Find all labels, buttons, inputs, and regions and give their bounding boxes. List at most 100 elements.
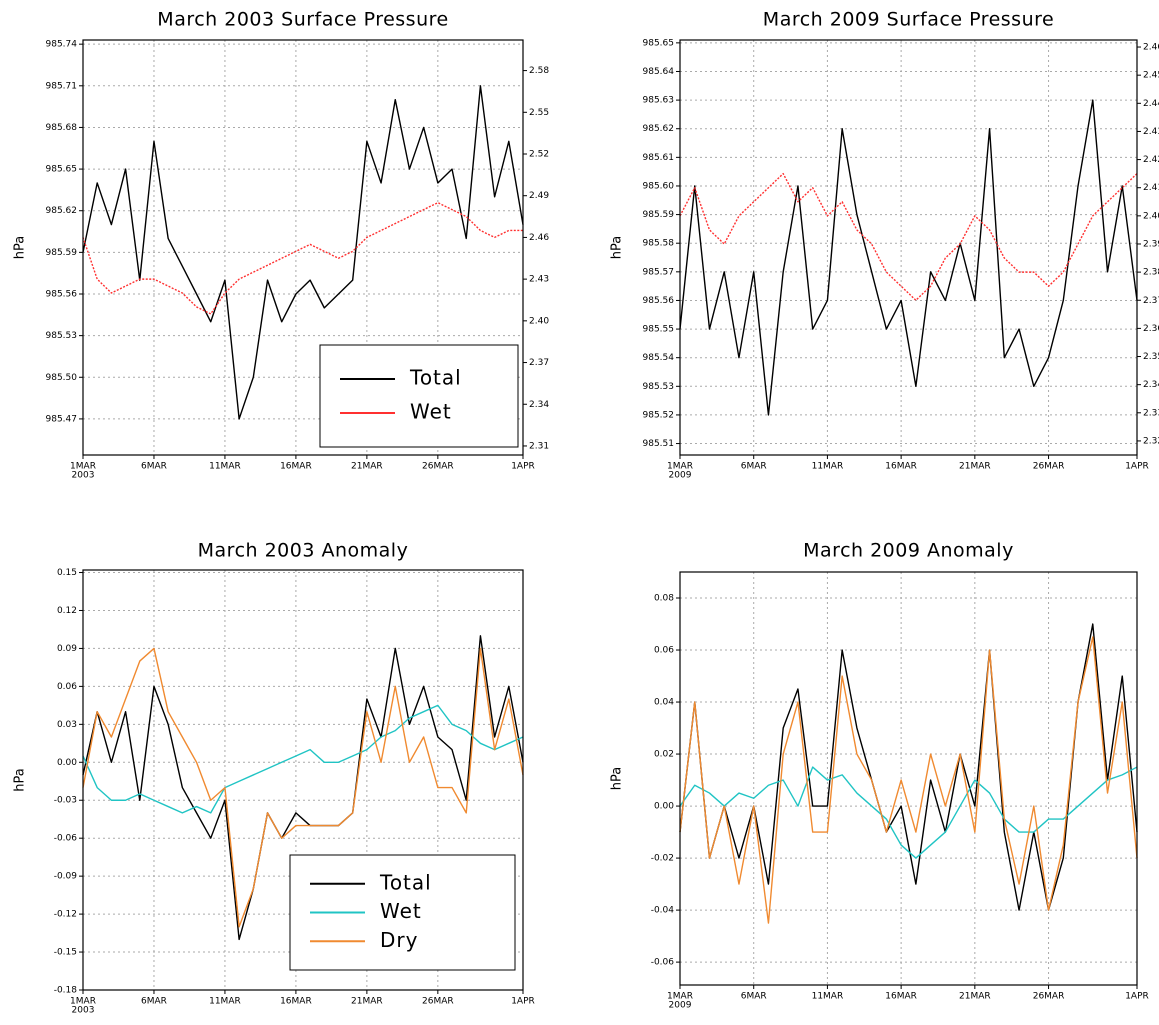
x-tick-label: 6MAR <box>741 462 767 472</box>
x-tick-label: 1APR <box>511 997 535 1007</box>
y2-tick-label: 2.37 <box>1143 296 1159 306</box>
y-tick-label: 0.06 <box>57 682 77 692</box>
x-tick-label: 26MAR <box>1033 462 1065 472</box>
x-tick-label: 26MAR <box>422 462 454 472</box>
x-tick-label: 1APR <box>1125 462 1149 472</box>
x-tick-label: 1APR <box>511 462 535 472</box>
y-tick-label: -0.09 <box>54 872 78 882</box>
x-tick-label: 16MAR <box>280 997 312 1007</box>
y-tick-label: -0.18 <box>54 986 78 996</box>
y-tick-label: 985.71 <box>46 81 78 91</box>
y-axis-label: hPa <box>13 236 28 259</box>
y2-tick-label: 2.37 <box>529 358 549 368</box>
y-tick-label: 0.09 <box>57 644 77 654</box>
series-line <box>679 99 1138 416</box>
y-tick-label: 0.15 <box>57 568 77 578</box>
x-tick-label: 21MAR <box>351 462 383 472</box>
chart-title: March 2003 Anomaly <box>198 540 409 562</box>
y2-tick-label: 2.43 <box>529 275 549 285</box>
chart-title: March 2003 Surface Pressure <box>157 9 448 31</box>
y2-tick-label: 2.34 <box>529 400 549 410</box>
y-tick-label: 985.50 <box>46 373 78 383</box>
legend-label: Wet <box>410 400 452 424</box>
y2-tick-label: 2.36 <box>1143 324 1159 334</box>
y2-tick-label: 2.43 <box>1143 127 1159 137</box>
y-tick-label: 0.12 <box>57 606 77 616</box>
y2-tick-label: 2.45 <box>1143 71 1159 81</box>
x-tick-label: 11MAR <box>209 997 241 1007</box>
y-tick-label: 985.53 <box>46 331 78 341</box>
y-axis-label: hPa <box>610 236 625 259</box>
x-tick-label: 1MAR <box>667 992 693 1002</box>
y-tick-label: 985.47 <box>46 414 78 424</box>
y2-tick-label: 2.32 <box>1143 436 1159 446</box>
y-tick-label: 985.68 <box>46 123 78 133</box>
legend-label: Total <box>379 870 432 894</box>
x-tick-label: 16MAR <box>885 992 917 1002</box>
x-year-label: 2003 <box>72 1006 95 1016</box>
series-line <box>82 85 524 420</box>
y-tick-label: 0.00 <box>654 802 674 812</box>
y2-tick-label: 2.38 <box>1143 268 1159 278</box>
y-tick-label: 985.59 <box>46 248 78 258</box>
x-tick-label: 11MAR <box>209 462 241 472</box>
y-tick-label: 985.51 <box>643 439 675 449</box>
y-axis-label: hPa <box>610 767 625 790</box>
y-tick-label: 985.54 <box>643 353 675 363</box>
series-line <box>82 635 524 941</box>
y-tick-label: 0.02 <box>654 750 674 760</box>
y-tick-label: 985.65 <box>46 165 78 175</box>
x-tick-label: 1MAR <box>70 997 96 1007</box>
series-line <box>82 201 523 315</box>
legend-box <box>319 344 519 448</box>
series-line <box>679 636 1138 924</box>
x-tick-label: 21MAR <box>959 992 991 1002</box>
x-tick-label: 21MAR <box>351 997 383 1007</box>
y2-tick-label: 2.42 <box>1143 155 1159 165</box>
y-tick-label: 0.08 <box>654 594 674 604</box>
legend-label: Total <box>409 366 462 390</box>
y-tick-label: 985.57 <box>643 267 675 277</box>
series-line <box>679 172 1138 301</box>
x-tick-label: 26MAR <box>422 997 454 1007</box>
y-tick-label: -0.06 <box>54 834 78 844</box>
y2-tick-label: 2.52 <box>529 150 549 160</box>
y2-tick-label: 2.55 <box>529 108 549 118</box>
y-tick-label: -0.15 <box>54 948 77 958</box>
y-tick-label: -0.04 <box>651 906 675 916</box>
x-year-label: 2009 <box>669 1001 692 1011</box>
legend-label: Dry <box>380 928 418 952</box>
y-tick-label: -0.02 <box>651 854 674 864</box>
series-line <box>679 623 1138 911</box>
y2-tick-label: 2.35 <box>1143 352 1159 362</box>
y2-tick-label: 2.41 <box>1143 183 1159 193</box>
y-tick-label: 985.52 <box>643 410 675 420</box>
plot-frame <box>679 39 1138 456</box>
x-tick-label: 16MAR <box>280 462 312 472</box>
y2-tick-label: 2.44 <box>1143 99 1159 109</box>
y2-tick-label: 2.39 <box>1143 239 1159 249</box>
y2-tick-label: 2.58 <box>529 66 549 76</box>
y-tick-label: 985.74 <box>46 40 78 50</box>
y2-tick-label: 2.34 <box>1143 380 1159 390</box>
y-tick-label: 985.62 <box>643 124 675 134</box>
y-tick-label: 985.63 <box>643 96 675 106</box>
x-tick-label: 16MAR <box>885 462 917 472</box>
x-tick-label: 6MAR <box>141 997 167 1007</box>
y-tick-label: 985.55 <box>643 325 675 335</box>
x-year-label: 2009 <box>669 471 692 481</box>
y2-tick-label: 2.49 <box>529 191 549 201</box>
y-tick-label: 0.00 <box>57 758 77 768</box>
chart-title: March 2009 Surface Pressure <box>763 9 1054 31</box>
plot-frame <box>82 569 524 991</box>
chart-title: March 2009 Anomaly <box>803 540 1014 562</box>
plot-frame <box>82 39 524 456</box>
y-tick-label: 985.53 <box>643 382 675 392</box>
legend-label: Wet <box>380 899 422 923</box>
x-tick-label: 6MAR <box>141 462 167 472</box>
y-tick-label: 985.56 <box>46 289 78 299</box>
series-line <box>82 704 524 814</box>
series-line <box>679 766 1138 859</box>
y-tick-label: 0.06 <box>654 646 674 656</box>
x-tick-label: 1MAR <box>667 462 693 472</box>
